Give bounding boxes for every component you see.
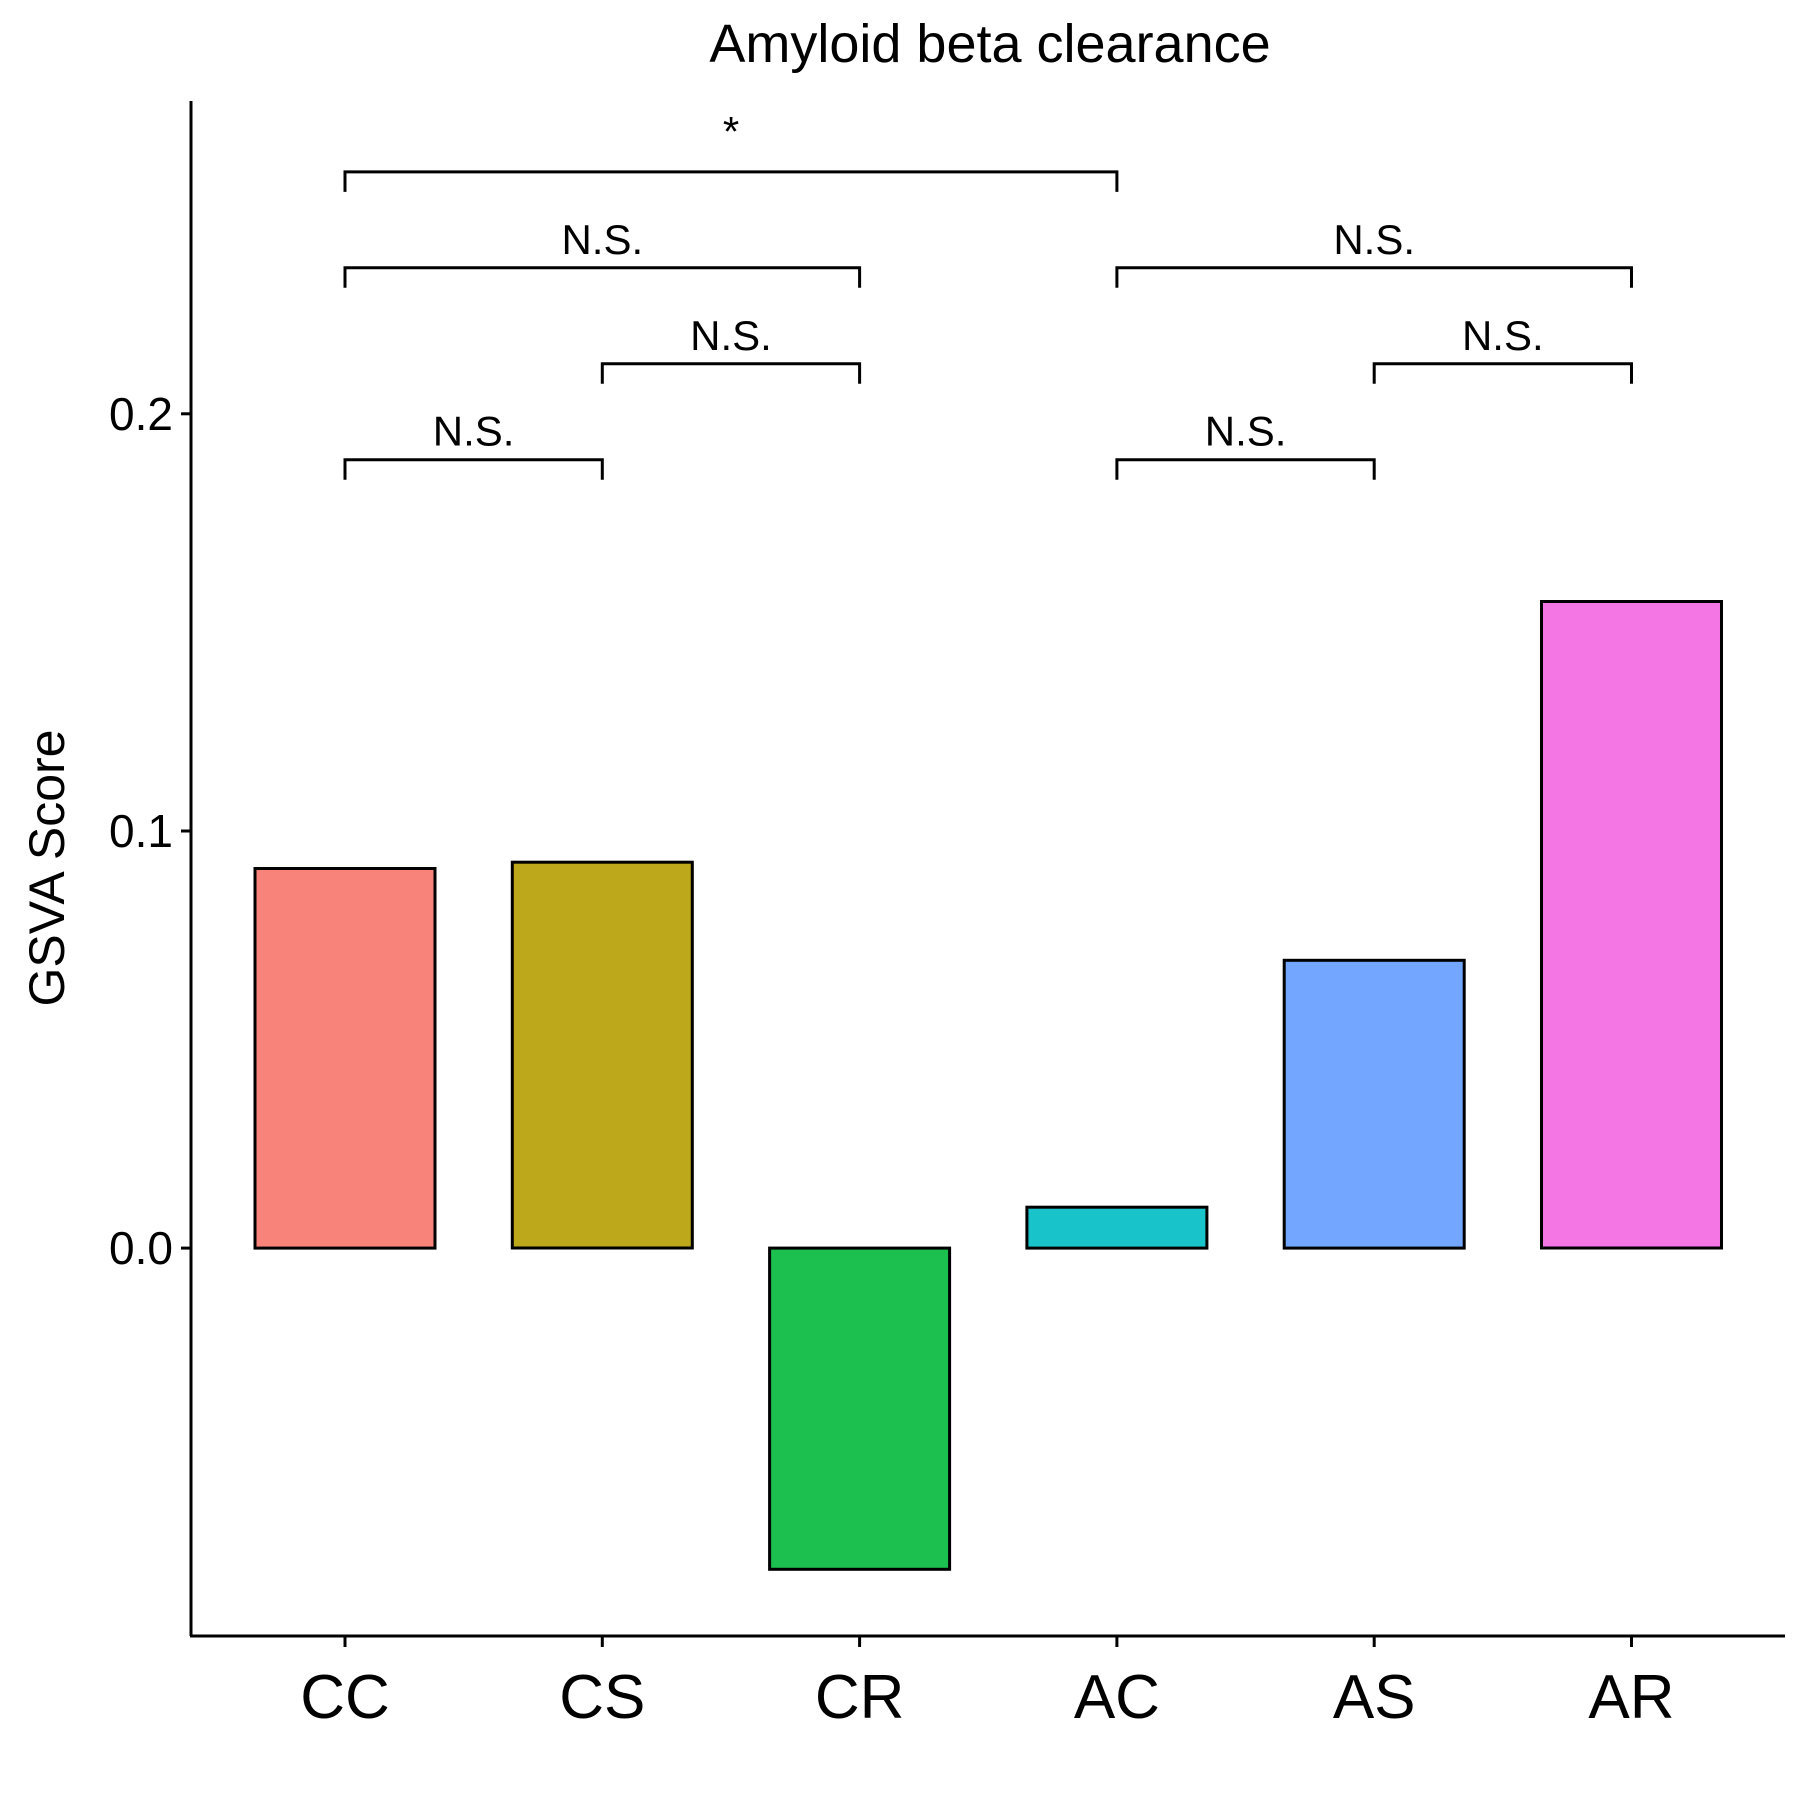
comparison-label: * [723, 108, 739, 155]
x-tick-label: AC [1074, 1663, 1160, 1732]
significance-brackets: N.S. N.S. N.S. * N.S. N.S. N.S. [343, 108, 1633, 480]
comparison-label: N.S. [1205, 408, 1287, 455]
bar-cr [768, 1246, 952, 1571]
chart-title: Amyloid beta clearance [709, 14, 1270, 74]
x-tick-label: CS [559, 1663, 645, 1732]
y-tick-label: 0.1 [109, 805, 173, 857]
y-ticks: 0.0 0.1 0.2 [109, 388, 191, 1274]
comparison-bracket [1372, 362, 1633, 384]
comparison-label: N.S. [1333, 216, 1415, 263]
x-tick-label: CC [300, 1663, 390, 1732]
comparison-bracket [343, 170, 1119, 192]
bar-cs [510, 860, 694, 1250]
y-axis-title: GSVA Score [19, 730, 75, 1007]
comparison-label: N.S. [433, 408, 515, 455]
x-tick-label: AS [1333, 1663, 1416, 1732]
comparison-bracket [343, 266, 862, 288]
bar-cc [253, 867, 437, 1250]
x-ticks: CC CS CR AC AS AR [300, 1636, 1675, 1732]
bar-ar [1540, 600, 1723, 1250]
comparison-label: N.S. [561, 216, 643, 263]
comparison-bracket [1115, 266, 1633, 288]
comparison-bracket [600, 362, 862, 384]
comparison-label: N.S. [1462, 312, 1544, 359]
bar-as [1282, 958, 1466, 1250]
x-tick-label: CR [815, 1663, 905, 1732]
comparison-bracket [343, 458, 604, 480]
bars-layer [253, 600, 1723, 1571]
comparison-label: N.S. [690, 312, 772, 359]
comparison-bracket [1115, 458, 1376, 480]
y-tick-label: 0.2 [109, 388, 173, 440]
x-tick-label: AR [1588, 1663, 1674, 1732]
bar-ac [1025, 1205, 1209, 1250]
y-tick-label: 0.0 [109, 1222, 173, 1274]
